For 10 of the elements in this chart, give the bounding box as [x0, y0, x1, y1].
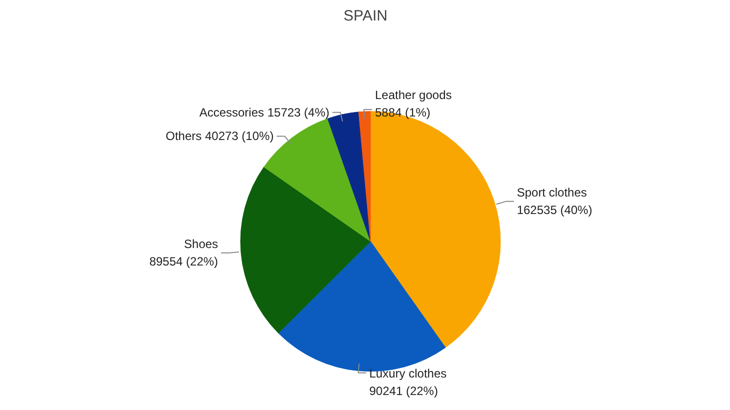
- slice-label: Sport clothes: [516, 186, 587, 200]
- data-label: 162535 (40%): [516, 203, 592, 218]
- data-label: 90241 (22%): [369, 384, 438, 398]
- data-label: 89554 (22%): [149, 254, 218, 269]
- slice-label: Accessories 15723 (4%): [199, 105, 330, 120]
- slice-label: Luxury clothes: [369, 366, 447, 380]
- slice-label: Others 40273 (10%): [166, 129, 274, 144]
- slice-label: Shoes: [184, 237, 218, 252]
- slice-label: Leather goods: [375, 88, 452, 102]
- chart-title: SPAIN: [344, 8, 388, 24]
